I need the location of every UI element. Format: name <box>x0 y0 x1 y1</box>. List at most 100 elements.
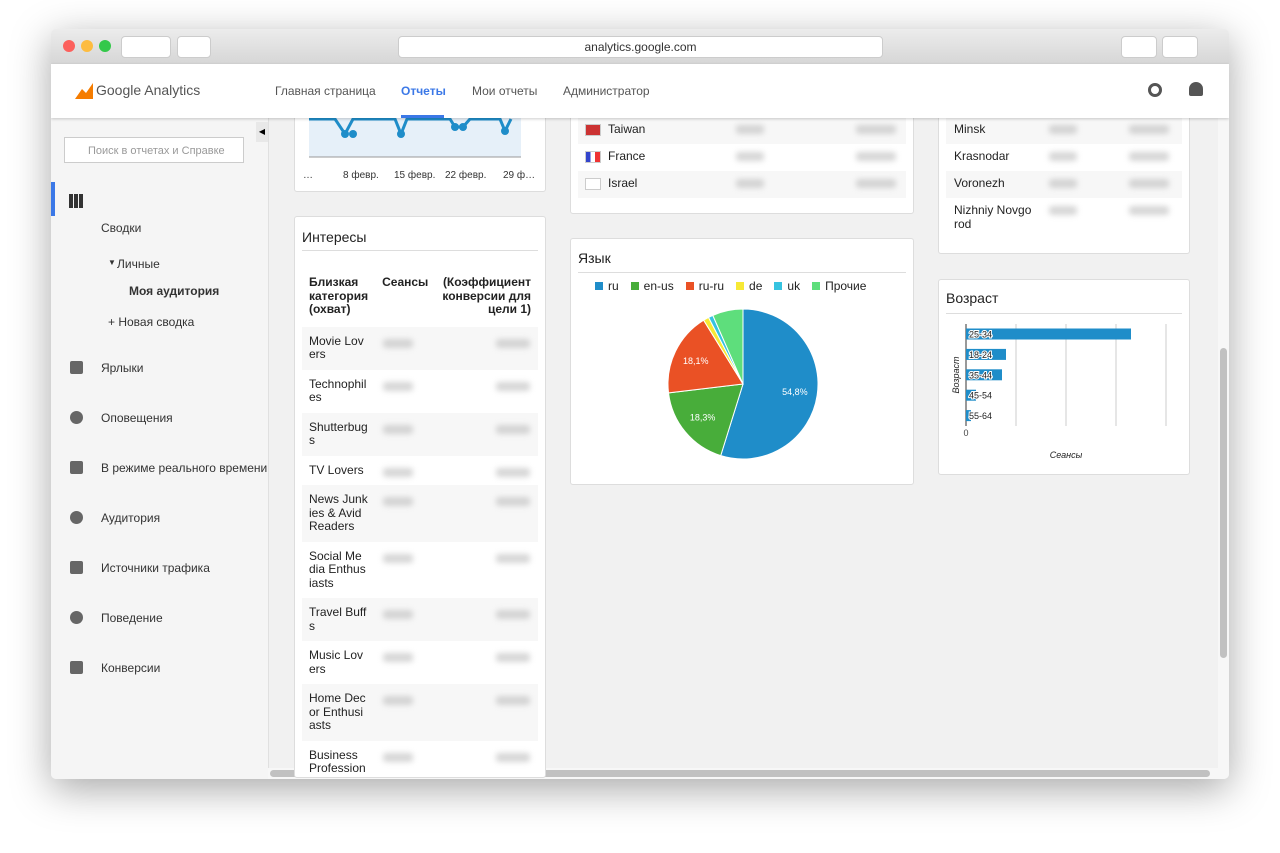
row-label: Minsk <box>954 122 986 136</box>
blur <box>383 381 414 391</box>
blur <box>856 179 896 188</box>
flag <box>585 124 601 136</box>
blur <box>496 752 530 762</box>
legend-swatch <box>774 282 783 290</box>
value-label: 18,3% <box>690 413 716 423</box>
tabs[interactable] <box>1162 36 1198 58</box>
bar <box>966 369 1002 381</box>
category: News Junkies & Avid Readers <box>309 492 368 533</box>
settings[interactable] <box>1148 83 1162 97</box>
pie-slice <box>720 308 819 460</box>
share[interactable] <box>1121 36 1157 58</box>
sidebar-item[interactable]: Источники трафика <box>101 561 210 575</box>
countries-card: Taiwan France Israel <box>570 108 914 214</box>
x-tick-label: 29 ф… <box>503 170 536 181</box>
legend-label: Прочие <box>825 279 867 293</box>
row-label: Israel <box>608 176 638 190</box>
blur <box>1049 179 1077 188</box>
sidebar-item[interactable]: Сводки <box>101 221 142 235</box>
row-label: Krasnodar <box>954 149 1010 163</box>
legend-item: en-us <box>630 279 674 293</box>
bar <box>966 410 971 422</box>
url-bar[interactable]: analytics.google.com <box>398 36 883 58</box>
sidebar-btn[interactable] <box>177 36 211 58</box>
language-card: Язык ru en-us ru-ru de uk Прочие 54,8% 18,3% 18… <box>570 238 914 485</box>
nav-item[interactable]: Отчеты <box>401 84 446 98</box>
y-axis-label: Возраст <box>951 356 961 394</box>
blurred-cell <box>375 456 435 486</box>
legend-label: ru-ru <box>698 279 725 293</box>
blur <box>736 179 764 188</box>
blurred-cell <box>375 370 435 413</box>
blur <box>496 653 530 662</box>
nav-item[interactable]: Администратор <box>563 84 650 98</box>
search[interactable]: Поиск в отчетах и Справке <box>64 137 244 163</box>
y-tick-label: 18-24 <box>969 350 992 360</box>
legend-label: en-us <box>643 279 674 293</box>
bar <box>966 348 1006 360</box>
category: TV Lovers <box>309 462 364 477</box>
blurred-cell <box>375 684 435 741</box>
sidebar-item[interactable]: Поведение <box>101 611 163 625</box>
table-row: Home Decor Enthusiasts <box>302 684 538 741</box>
row-label: Nizhniy Novgorod <box>954 203 1032 231</box>
collapse[interactable]: ◀ <box>256 122 268 142</box>
table-row: Movie Lovers <box>302 326 538 370</box>
sidebar-item[interactable]: Ярлыки <box>101 361 144 375</box>
row-label: Voronezh <box>954 176 1005 190</box>
sidebar-item[interactable]: Моя аудитория <box>129 284 220 298</box>
sidebar-item[interactable]: Конверсии <box>101 661 161 675</box>
close[interactable] <box>63 40 75 52</box>
nav-item[interactable]: Главная страница <box>275 84 376 98</box>
blur <box>496 424 530 434</box>
blur <box>383 497 414 506</box>
x-tick-label: 22 февр. <box>445 170 487 181</box>
legend-item: de <box>736 279 762 293</box>
card-title: Возраст <box>946 290 999 306</box>
x-tick-label: … <box>303 170 313 181</box>
legend-swatch <box>595 282 603 290</box>
blur <box>383 653 414 662</box>
blur <box>1129 179 1169 188</box>
blur <box>736 125 764 134</box>
legend-item: ru-ru <box>685 279 725 293</box>
category: Shutterbugs <box>309 419 368 447</box>
blurred-cell <box>435 542 538 599</box>
blur <box>496 467 530 477</box>
v-scrollbar <box>1218 118 1229 779</box>
blur <box>1049 206 1077 215</box>
blur <box>383 338 414 348</box>
category: Movie Lovers <box>309 333 364 361</box>
logo: Google Analytics <box>96 82 201 98</box>
minimize[interactable] <box>81 40 93 52</box>
blurred-cell <box>435 413 538 456</box>
blur <box>383 467 414 477</box>
sidebar-item[interactable]: + Новая сводка <box>108 315 195 329</box>
back[interactable] <box>121 36 171 58</box>
sidebar-item[interactable]: Личные <box>117 257 160 271</box>
blur <box>736 152 764 161</box>
flag <box>585 151 601 163</box>
blurred-cell <box>375 542 435 599</box>
x-tick-label: 8 февр. <box>343 170 379 181</box>
sidebar-item[interactable]: В режиме реального времени <box>101 461 268 475</box>
bar <box>966 328 1131 340</box>
table-row: Technophiles <box>302 370 538 413</box>
sidebar-item[interactable]: Аудитория <box>101 511 161 525</box>
blurred-cell <box>435 327 538 370</box>
nav-item[interactable]: Мои отчеты <box>472 84 538 98</box>
nav-underline <box>401 115 444 118</box>
zoom[interactable] <box>99 40 111 52</box>
legend: ru en-us ru-ru de uk Прочие <box>595 279 866 293</box>
blur <box>1129 125 1169 134</box>
blurred-cell <box>435 684 538 741</box>
y-tick-label: 35-44 <box>969 370 992 380</box>
blurred-cell <box>435 370 538 413</box>
column-header: Сеансы <box>382 275 429 289</box>
notifications[interactable] <box>1189 82 1203 96</box>
sidebar-item[interactable]: Оповещения <box>101 411 173 425</box>
category: Technophiles <box>309 376 367 404</box>
cities-card: Minsk Krasnodar Voronezh Nizhniy Novgorod <box>938 108 1190 254</box>
table-row: Social Media Enthusiasts <box>302 542 538 599</box>
